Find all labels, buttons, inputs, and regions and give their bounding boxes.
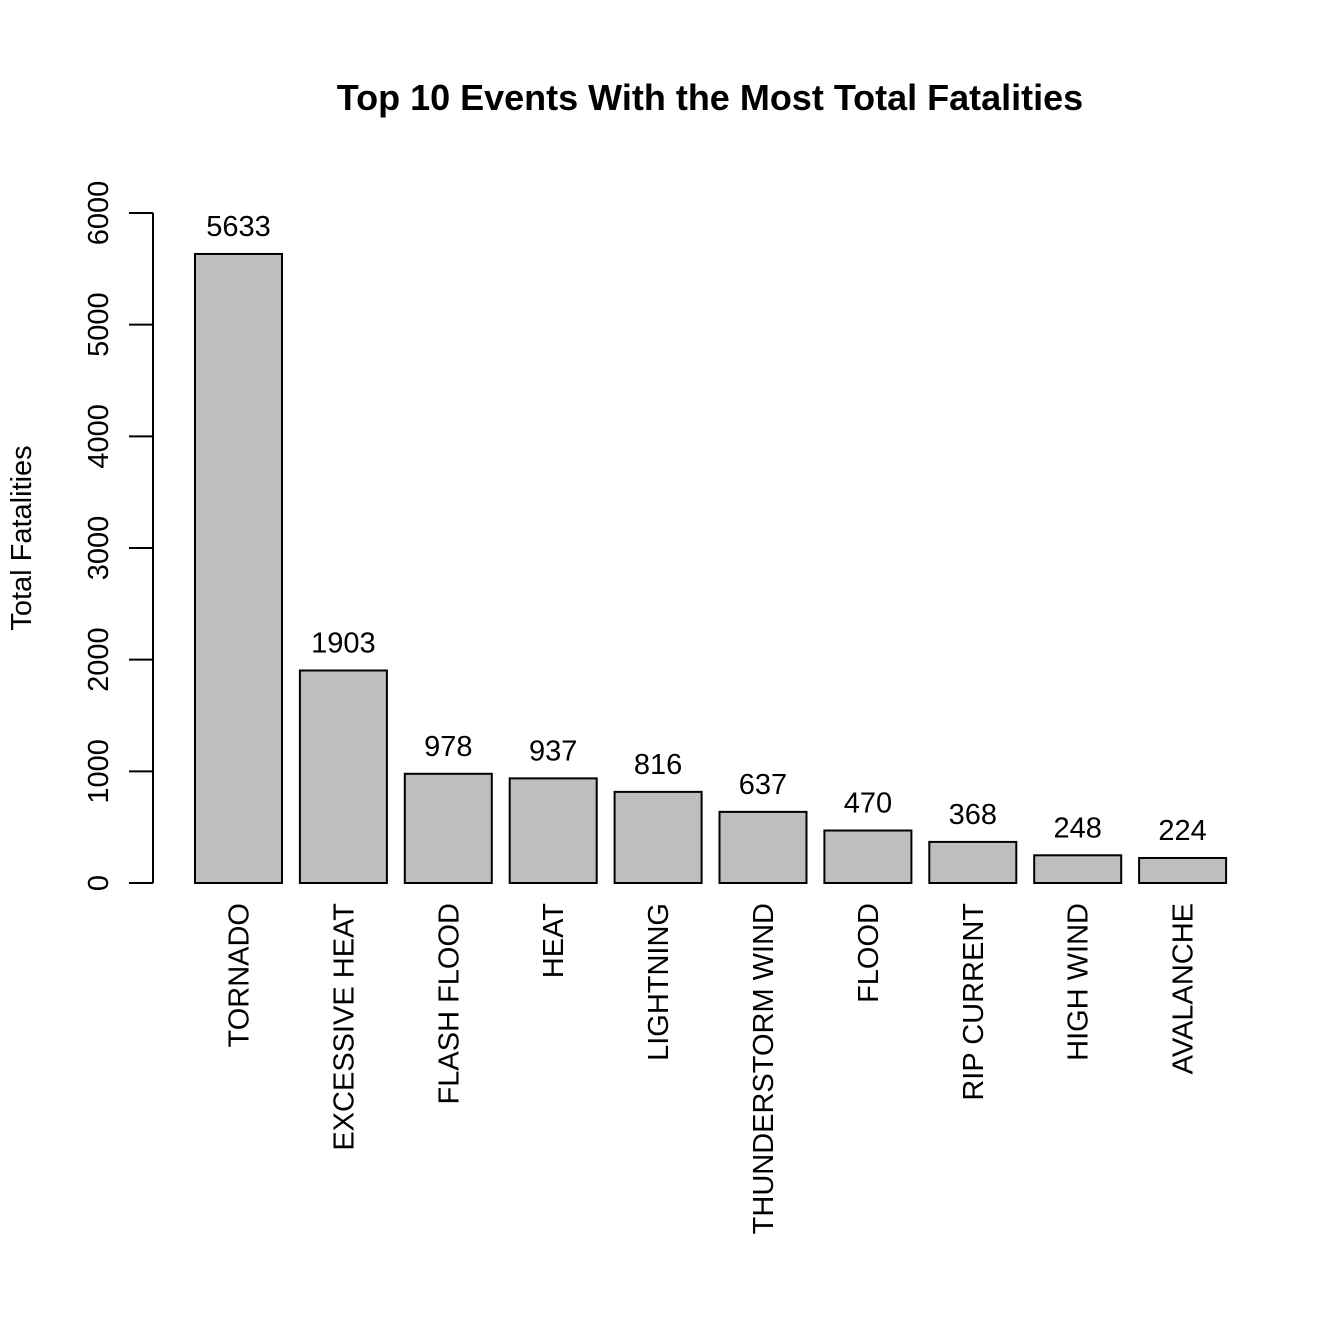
- bar: [718, 810, 808, 885]
- bar-value-labels: 5633 1903 978 937 816 637 470 368 248 224: [206, 211, 1207, 847]
- bars: [194, 252, 1228, 885]
- bar: [403, 772, 493, 884]
- category-label: LIGHTNING: [643, 903, 675, 1061]
- category-label: HIGH WIND: [1063, 903, 1095, 1061]
- category-label: THUNDERSTORM WIND: [748, 903, 780, 1234]
- bar-value-label: 248: [1054, 812, 1102, 844]
- bar-value-label: 637: [739, 769, 787, 801]
- y-tick-label: 4000: [83, 404, 115, 469]
- category-label: HEAT: [538, 903, 570, 978]
- bar-value-label: 978: [424, 731, 472, 763]
- y-axis: 0 1000 2000 3000 4000 5000 6000: [83, 181, 154, 891]
- y-tick-label: 6000: [83, 181, 115, 246]
- bar-value-label: 816: [634, 749, 682, 781]
- bar-value-label: 5633: [206, 211, 271, 243]
- y-tick-label: 2000: [83, 627, 115, 692]
- category-label: AVALANCHE: [1168, 903, 1200, 1074]
- category-label: FLOOD: [853, 903, 885, 1003]
- y-tick-label: 0: [83, 875, 115, 891]
- bar-value-label: 937: [529, 735, 577, 767]
- bar: [508, 777, 598, 885]
- bar-value-label: 224: [1158, 815, 1206, 847]
- category-labels: TORNADO EXCESSIVE HEAT FLASH FLOOD HEAT LIGH…: [224, 903, 1200, 1235]
- bar: [194, 252, 283, 884]
- category-label: EXCESSIVE HEAT: [328, 903, 360, 1151]
- bar: [298, 669, 388, 885]
- bar-value-label: 368: [949, 799, 997, 831]
- bar-value-label: 1903: [311, 627, 376, 659]
- bar-value-label: 470: [844, 788, 892, 820]
- bar: [823, 829, 913, 884]
- chart-title: Top 10 Events With the Most Total Fatali…: [337, 77, 1083, 118]
- bar: [1138, 856, 1228, 885]
- y-tick-label: 3000: [83, 516, 115, 581]
- bar: [1033, 854, 1123, 884]
- bar: [928, 840, 1018, 885]
- category-label: RIP CURRENT: [958, 903, 990, 1101]
- y-axis-label: Total Fatalities: [6, 445, 38, 630]
- y-tick-label: 5000: [83, 292, 115, 357]
- y-tick-label: 1000: [83, 739, 115, 804]
- bar: [613, 790, 703, 885]
- category-label: FLASH FLOOD: [433, 903, 465, 1104]
- category-label: TORNADO: [224, 903, 256, 1047]
